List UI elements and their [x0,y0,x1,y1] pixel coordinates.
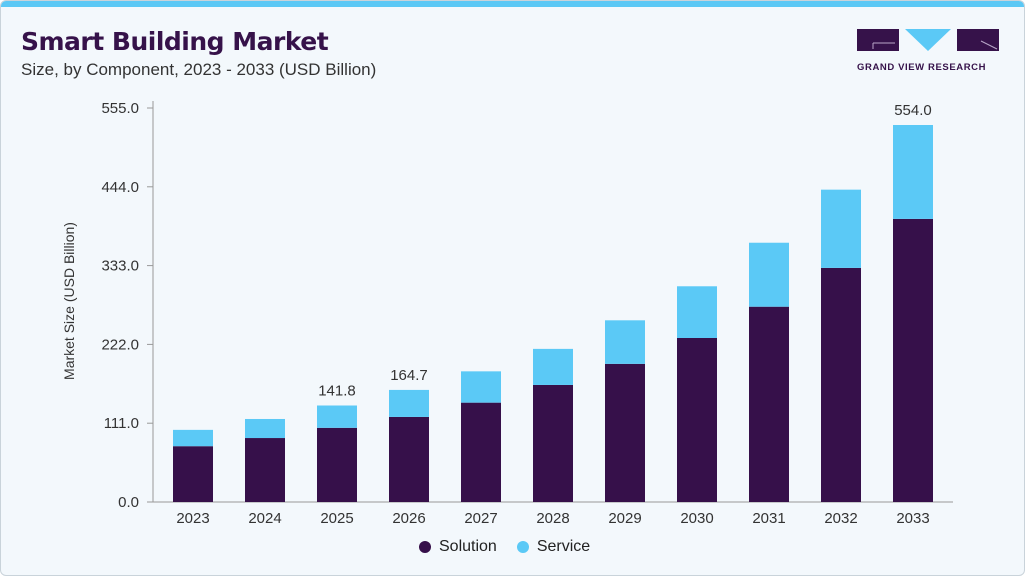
bar-service-2033 [893,125,933,219]
data-label-2033: 554.0 [894,102,932,119]
bar-solution-2032 [821,267,861,502]
bar-solution-2027 [461,402,501,502]
bar-solution-2026 [389,416,429,502]
bar-service-2027 [461,371,501,403]
bar-service-2030 [677,286,717,338]
solution-swatch [419,541,431,553]
bar-service-2026 [389,389,429,417]
bar-service-2029 [605,320,645,364]
x-tick-label: 2026 [392,510,425,527]
x-tick-label: 2025 [320,510,353,527]
legend-label: Service [536,538,591,555]
bar-solution-2025 [317,427,357,502]
x-tick-label: 2032 [824,510,857,527]
data-label-2026: 164.7 [390,367,428,384]
x-tick-label: 2033 [896,510,929,527]
x-tick-label: 2028 [536,510,569,527]
grand-view-research-logo: GRAND VIEW RESEARCH [857,29,999,73]
x-tick-label: 2023 [176,510,209,527]
x-tick-label: 2027 [464,510,497,527]
bar-solution-2029 [605,363,645,502]
y-tick-label: 333.0 [101,258,139,275]
x-tick-label: 2030 [680,510,713,527]
bar-solution-2033 [893,218,933,503]
bar-service-2025 [317,405,357,428]
bar-service-2031 [749,242,789,307]
bar-solution-2023 [173,446,213,502]
y-tick-label: 111.0 [104,415,139,432]
data-label-2025: 141.8 [318,383,356,400]
bar-service-2024 [245,418,285,439]
y-tick-label: 222.0 [101,336,139,353]
bar-solution-2024 [245,438,285,502]
chart-title: Smart Building Market [21,27,329,56]
x-tick-label: 2029 [608,510,641,527]
chart-subtitle: Size, by Component, 2023 - 2033 (USD Bil… [21,60,377,79]
bar-solution-2030 [677,337,717,502]
legend: Solution Service [419,538,590,556]
y-tick-label: 555.0 [101,100,139,117]
bar-service-2032 [821,189,861,268]
service-swatch [516,541,529,553]
x-tick-label: 2031 [752,510,785,527]
y-axis-label: Market Size (USD Billion) [61,222,77,380]
y-tick-label: 444.0 [101,179,139,196]
bar-solution-2031 [749,306,789,502]
legend-item-service: Service [516,538,591,556]
bar-service-2028 [533,348,573,385]
y-tick-label: 0.0 [118,494,139,511]
logo-text: GRAND VIEW RESEARCH [857,62,987,73]
accent-bar [1,1,1024,7]
x-tick-label: 2024 [248,510,281,527]
legend-item-solution: Solution [419,538,497,556]
gvr-logo-icon [857,29,999,51]
legend-label: Solution [439,538,497,555]
bar-solution-2028 [533,384,573,502]
bar-service-2023 [173,429,213,447]
